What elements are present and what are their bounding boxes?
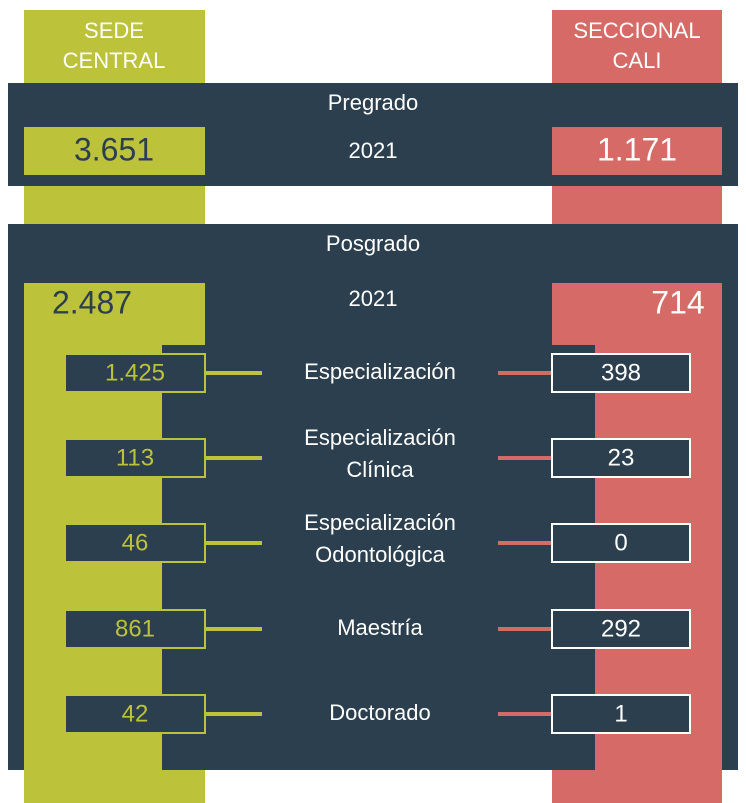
row-label: Doctorado: [329, 700, 431, 725]
left-value: 42: [122, 700, 149, 727]
right-value: 398: [601, 359, 641, 386]
right-value: 1: [614, 700, 627, 727]
row-label: Maestría: [337, 615, 423, 640]
left-value: 113: [116, 444, 154, 471]
right-value: 23: [608, 444, 635, 471]
year: 2021: [349, 286, 398, 311]
right-value: 0: [614, 529, 627, 556]
right-box: [551, 438, 691, 478]
left-header: SEDE: [84, 18, 144, 43]
right-box: [551, 609, 691, 649]
left-value: 46: [122, 529, 149, 556]
right-total: 1.171: [597, 131, 677, 167]
left-box: [64, 609, 206, 649]
section-title: Posgrado: [326, 231, 420, 256]
right-box: [551, 523, 691, 563]
right-total-box: [552, 127, 722, 175]
year: 2021: [349, 138, 398, 163]
left-total-box: [24, 127, 205, 175]
right-box: [551, 694, 691, 734]
row-label: Especialización: [304, 425, 456, 450]
left-total: 2.487: [52, 284, 132, 320]
section-title: Pregrado: [328, 90, 419, 115]
left-box: [64, 523, 206, 563]
row-label: Clínica: [346, 457, 414, 482]
right-box: [551, 353, 691, 393]
row-label: Odontológica: [315, 542, 445, 567]
row-label: Especialización: [304, 510, 456, 535]
right-value: 292: [601, 615, 641, 642]
left-header: CENTRAL: [63, 48, 166, 73]
rows: 1.425 398 Especialización 113 23 Especializac…: [64, 353, 691, 734]
left-total: 3.651: [74, 131, 154, 167]
right-total: 714: [651, 284, 704, 320]
left-box: [64, 438, 206, 478]
right-header: SECCIONAL: [573, 18, 700, 43]
right-header: CALI: [613, 48, 662, 73]
left-box: [64, 353, 206, 393]
row-label: Especialización: [304, 359, 456, 384]
left-value: 861: [115, 615, 155, 642]
left-box: [64, 694, 206, 734]
left-value: 1.425: [105, 359, 165, 386]
